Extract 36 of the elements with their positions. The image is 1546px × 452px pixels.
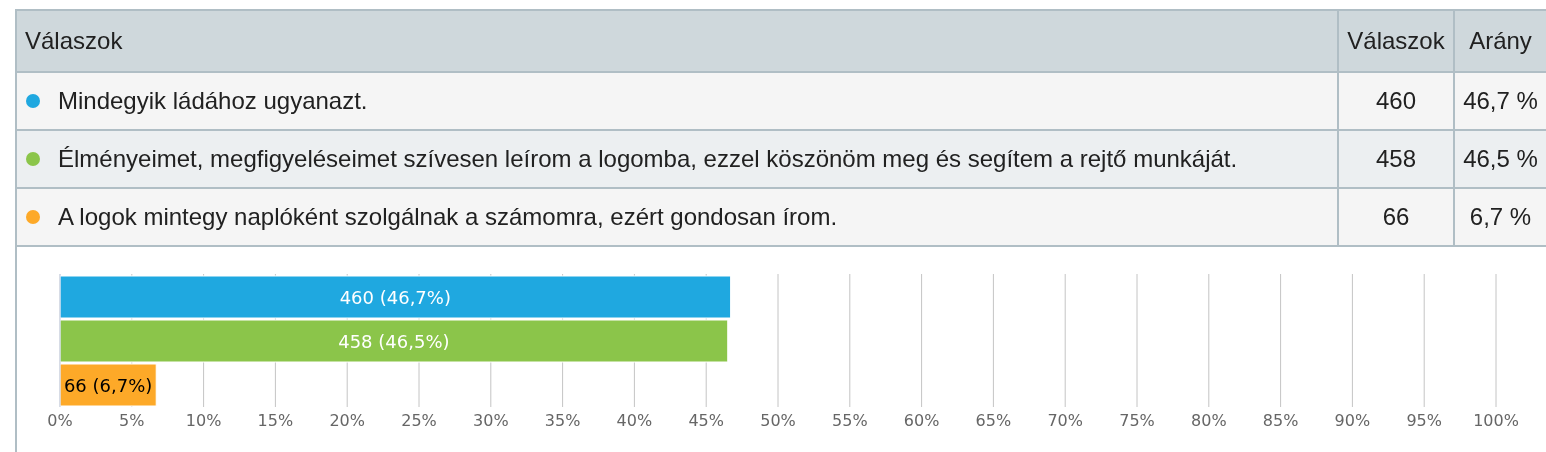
x-tick-label: 40% xyxy=(616,411,653,431)
x-tick-label: 10% xyxy=(185,411,222,431)
legend-label: A logok mintegy naplóként szolgálnak a számomra, ezért gondosan írom. xyxy=(58,203,838,231)
x-tick-label: 45% xyxy=(688,411,724,431)
data-label: 458 (46,5%) xyxy=(338,330,450,352)
x-tick-label: 95% xyxy=(1406,411,1442,431)
data-label: 66 (6,7%) xyxy=(63,374,153,396)
legend-title: Válaszok xyxy=(25,27,123,55)
x-tick-label: 80% xyxy=(1191,411,1227,431)
data-label: 460 (46,7%) xyxy=(339,286,451,308)
text: 6,7 % xyxy=(1469,203,1532,231)
x-tick-label: 55% xyxy=(832,411,868,431)
x-tick-label: 30% xyxy=(473,411,509,431)
text: 46,5 % xyxy=(1463,145,1538,173)
x-tick-label: 85% xyxy=(1262,411,1299,431)
x-tick-label: 90% xyxy=(1334,411,1371,431)
x-tick-label: 15% xyxy=(257,411,294,431)
text: 458 xyxy=(1375,145,1417,173)
x-tick-label: 60% xyxy=(903,411,940,431)
x-tick-label: 65% xyxy=(975,411,1012,431)
x-tick-label: 0% xyxy=(47,411,73,431)
x-tick-label: 35% xyxy=(544,411,581,431)
text: 66 xyxy=(1382,203,1410,231)
x-tick-label: 100% xyxy=(1473,411,1519,431)
x-tick-label: 5% xyxy=(119,411,145,431)
legend-label: Mindegyik ládához ugyanazt. xyxy=(58,87,368,115)
legend-label: Élményeimet, megfigyeléseimet szívesen leírom a logomba, ezzel köszönöm meg és segítem a rejtő munkáját. xyxy=(58,145,1238,173)
x-tick-label: 50% xyxy=(760,411,796,431)
x-tick-label: 75% xyxy=(1119,411,1155,431)
text: Arány xyxy=(1469,27,1532,55)
text: 46,7 % xyxy=(1463,87,1538,115)
text: Válaszok xyxy=(1347,27,1445,55)
x-tick-label: 70% xyxy=(1047,411,1083,431)
x-tick-label: 20% xyxy=(329,411,365,431)
text: 460 xyxy=(1375,87,1417,115)
x-tick-label: 25% xyxy=(401,411,437,431)
